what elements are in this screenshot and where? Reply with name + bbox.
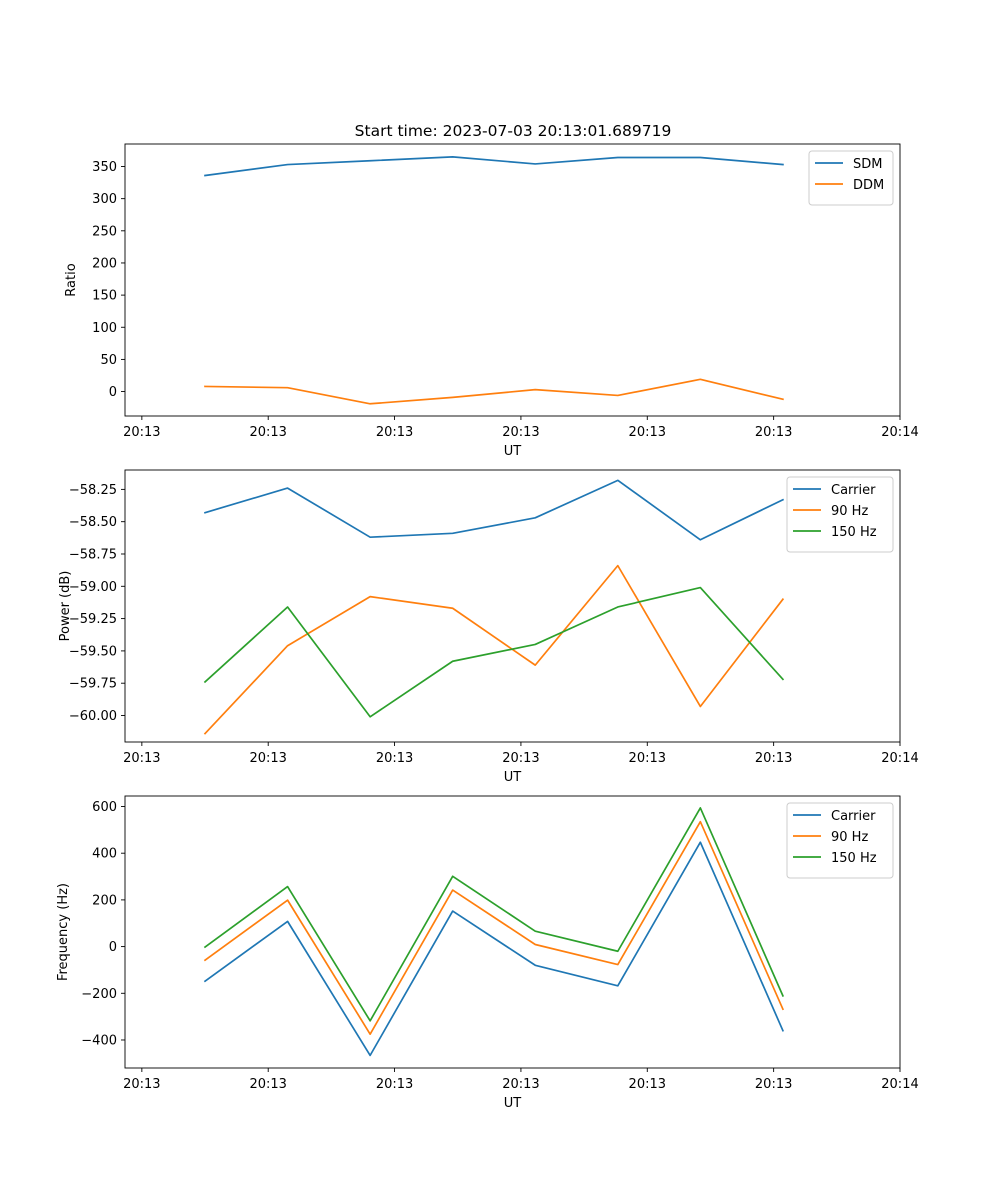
- legend-box: [786, 802, 894, 879]
- plot-area: [125, 470, 900, 742]
- x-tick-label: 20:13: [376, 1077, 413, 1092]
- y-tick-label: 200: [92, 256, 117, 271]
- y-tick-label: −400: [81, 1033, 117, 1048]
- x-axis-label: UT: [504, 770, 522, 785]
- x-tick-label: 20:13: [123, 1077, 160, 1092]
- y-tick-label: −59.75: [69, 677, 117, 692]
- x-tick-label: 20:14: [881, 1077, 918, 1092]
- y-tick-label: 300: [92, 192, 117, 207]
- x-tick-label: 20:13: [502, 1077, 539, 1092]
- legend-label: DDM: [853, 178, 884, 193]
- y-tick-label: −200: [81, 987, 117, 1002]
- x-tick-label: 20:13: [629, 751, 666, 766]
- x-tick-label: 20:13: [755, 751, 792, 766]
- y-axis-label: Frequency (Hz): [56, 883, 71, 981]
- series-line-ddm: [204, 378, 784, 405]
- plot-area: [125, 796, 900, 1068]
- x-tick-label: 20:13: [755, 425, 792, 440]
- series-line-sdm: [204, 156, 784, 177]
- x-tick-label: 20:13: [629, 1077, 666, 1092]
- x-tick-label: 20:13: [376, 425, 413, 440]
- y-tick-label: 50: [100, 353, 117, 368]
- y-tick-label: −59.00: [69, 580, 117, 595]
- y-tick-label: −58.25: [69, 483, 117, 498]
- y-tick-label: −59.50: [69, 644, 117, 659]
- series-line-150-hz: [203, 586, 785, 718]
- x-tick-label: 20:13: [249, 751, 286, 766]
- y-tick-label: −59.25: [69, 612, 117, 627]
- x-tick-label: 20:13: [755, 1077, 792, 1092]
- x-tick-label: 20:13: [123, 425, 160, 440]
- y-tick-label: 100: [92, 321, 117, 336]
- y-axis-label: Power (dB): [58, 571, 73, 642]
- legend-label: 150 Hz: [831, 525, 877, 540]
- x-axis-label: UT: [504, 444, 522, 459]
- y-tick-label: −58.75: [69, 547, 117, 562]
- series-line-90-hz: [203, 820, 785, 1036]
- y-tick-label: 400: [92, 847, 117, 862]
- x-tick-label: 20:13: [502, 751, 539, 766]
- x-tick-label: 20:13: [502, 425, 539, 440]
- ratio-chart: 20:13 20:13 20:13 20:13 20:13 20:13 20:14 0 50 10…: [64, 143, 919, 459]
- x-axis-label: UT: [504, 1096, 522, 1111]
- chart-title: Start time: 2023-07-03 20:13:01.689719: [355, 122, 672, 140]
- x-tick-label: 20:13: [629, 425, 666, 440]
- plot-area: [125, 144, 900, 416]
- x-tick-label: 20:13: [249, 425, 286, 440]
- power-chart: 20:13 20:13 20:13 20:13 20:13 20:13 20:14 −60.0…: [58, 469, 919, 785]
- x-tick-label: 20:14: [881, 751, 918, 766]
- axes-frame: [124, 469, 901, 743]
- legend-label: 150 Hz: [831, 851, 877, 866]
- x-tick-label: 20:13: [376, 751, 413, 766]
- x-tick-label: 20:13: [249, 1077, 286, 1092]
- series-line-90-hz: [203, 564, 785, 735]
- x-tick-label: 20:13: [123, 751, 160, 766]
- legend-box: [786, 476, 894, 553]
- x-tick-label: 20:14: [881, 425, 918, 440]
- series-line-150-hz: [203, 807, 785, 1022]
- legend-label: Carrier: [831, 809, 876, 824]
- y-tick-label: 0: [109, 385, 117, 400]
- axes-frame: [124, 143, 901, 417]
- legend-box: [808, 150, 894, 206]
- series-line-carrier: [203, 479, 785, 541]
- y-tick-label: −60.00: [69, 709, 117, 724]
- y-tick-label: −58.50: [69, 515, 117, 530]
- legend-label: Carrier: [831, 483, 876, 498]
- legend-label: SDM: [853, 157, 882, 172]
- frequency-chart: 20:13 20:13 20:13 20:13 20:13 20:13 20:14 −400 −…: [56, 795, 919, 1111]
- legend-label: 90 Hz: [831, 504, 868, 519]
- y-axis-label: Ratio: [64, 263, 79, 296]
- y-tick-label: 600: [92, 800, 117, 815]
- y-tick-label: 150: [92, 289, 117, 304]
- y-tick-label: 250: [92, 224, 117, 239]
- series-line-carrier: [203, 841, 785, 1057]
- y-tick-label: 350: [92, 160, 117, 175]
- y-tick-label: 200: [92, 893, 117, 908]
- y-tick-label: 0: [109, 940, 117, 955]
- legend-label: 90 Hz: [831, 830, 868, 845]
- axes-frame: [124, 795, 901, 1069]
